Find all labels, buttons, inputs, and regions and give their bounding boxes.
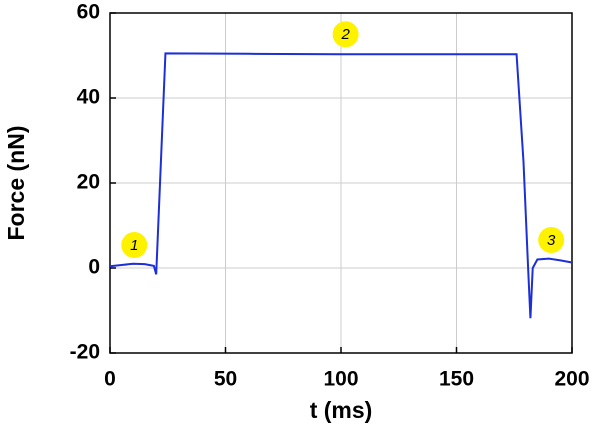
y-tick-label: 20 [77, 171, 100, 194]
y-tick-label: 0 [88, 256, 100, 279]
annotation: 1 [130, 237, 138, 254]
y-tick-label: 60 [77, 1, 100, 24]
x-tick-label: 0 [104, 368, 116, 391]
y-axis-label: Force (nN) [3, 126, 29, 241]
annotation-marker [538, 226, 565, 253]
annotation-marker [332, 21, 359, 48]
y-tick-label: -20 [70, 341, 100, 364]
plot-frame [109, 12, 573, 354]
annotation: 3 [547, 232, 556, 249]
annotation: 2 [340, 26, 350, 43]
x-tick-label: 200 [554, 368, 589, 391]
x-axis-label: t (ms) [310, 397, 373, 423]
y-tick-label: 40 [77, 86, 100, 109]
annotation-marker [121, 232, 148, 259]
data-line [109, 52, 573, 319]
x-tick-label: 50 [214, 368, 237, 391]
x-tick-label: 100 [323, 368, 358, 391]
x-tick-label: 150 [439, 368, 474, 391]
